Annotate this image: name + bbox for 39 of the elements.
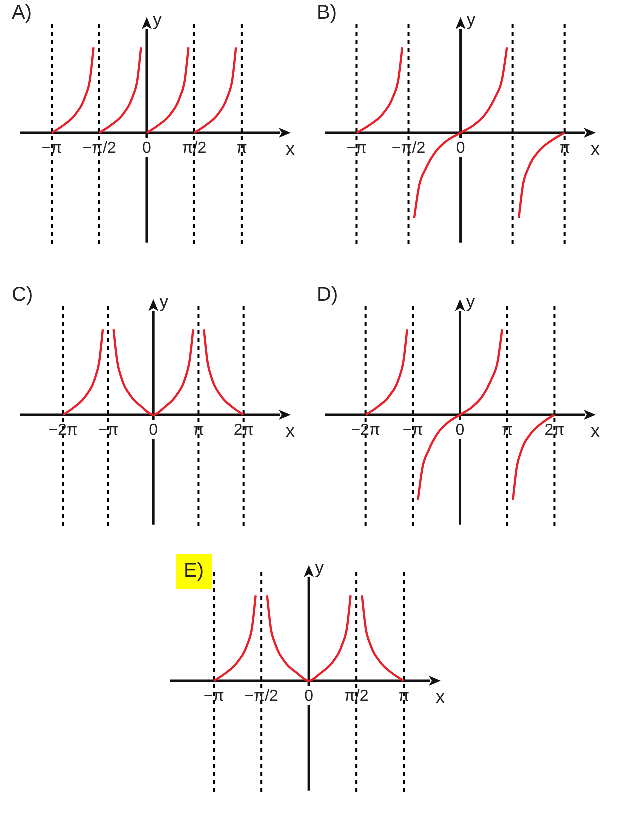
x-tick-label: π [502,422,513,439]
x-tick-label: 0 [304,688,314,705]
chart-title: A) [12,2,32,25]
x-tick-label: π/2 [344,688,369,705]
chart-title: E) [176,554,212,589]
x-axis-title: x [286,421,295,441]
x-tick-label: −π/2 [82,140,116,157]
x-tick-label: π/2 [182,140,207,157]
x-tick-label: π [236,140,248,157]
y-axis-title: y [152,9,162,30]
chart-title: C) [12,284,34,307]
x-tick-label: π [193,422,204,439]
x-tick-label: −π/2 [392,140,426,157]
chart-title: D) [317,284,338,307]
x-tick-label: 2π [544,422,565,439]
x-tick-label: 2π [234,422,254,439]
x-tick-label: −π [346,140,367,157]
x-tick-label: π [398,688,410,705]
x-tick-label: 0 [456,422,465,439]
y-axis-title: y [160,291,169,312]
x-axis-title: x [286,139,295,159]
x-tick-label: −π/2 [244,688,279,705]
x-tick-label: 0 [149,422,158,439]
x-tick-label: 0 [456,140,466,157]
x-axis-title: x [436,687,445,707]
x-axis-title: x [591,421,600,441]
y-axis-title: y [466,291,476,312]
x-tick-label: −2π [48,422,78,439]
x-tick-label: −π [402,422,424,439]
chart-title: B) [317,2,337,25]
x-axis-title: x [591,139,600,159]
y-axis-title: y [315,557,324,578]
x-tick-label: −π [204,688,224,705]
y-axis-title: y [466,9,476,30]
x-tick-label: −π [98,422,119,439]
x-tick-label: −2π [351,422,380,439]
x-tick-label: 0 [142,140,152,157]
x-tick-label: π [559,140,570,157]
x-tick-label: −π [42,140,62,157]
